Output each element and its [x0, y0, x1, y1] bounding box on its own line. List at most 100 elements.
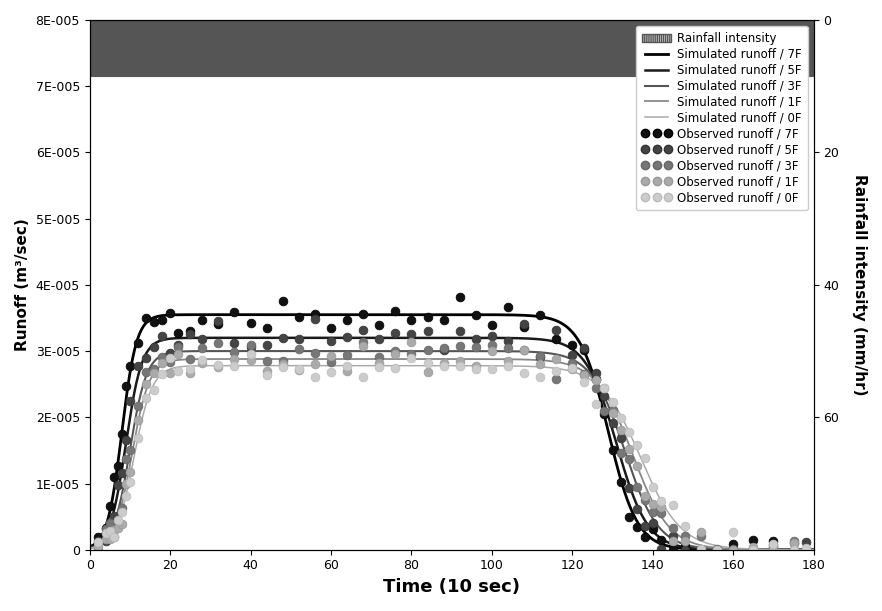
- Point: [501, 356, 515, 365]
- Point: [115, 507, 129, 517]
- Point: [292, 365, 306, 375]
- Point: [437, 345, 451, 354]
- Point: [183, 368, 198, 378]
- Point: [533, 310, 547, 320]
- Bar: [90, 20, 813, 76]
- Point: [138, 353, 153, 362]
- Point: [147, 368, 161, 378]
- Point: [517, 345, 531, 354]
- Point: [111, 481, 125, 491]
- Point: [259, 323, 273, 333]
- Point: [372, 334, 386, 343]
- Point: [155, 331, 169, 341]
- Point: [340, 361, 354, 371]
- Point: [654, 496, 668, 506]
- Point: [646, 482, 660, 492]
- Point: [597, 409, 611, 419]
- Point: [308, 373, 322, 382]
- Y-axis label: Runoff (m³/sec): Runoff (m³/sec): [15, 219, 30, 351]
- Point: [452, 356, 467, 366]
- Point: [163, 348, 177, 357]
- Point: [91, 536, 105, 546]
- Point: [746, 545, 760, 555]
- Point: [102, 518, 116, 528]
- Point: [452, 326, 467, 336]
- Point: [115, 469, 129, 478]
- Point: [578, 343, 592, 353]
- Point: [605, 408, 619, 418]
- X-axis label: Time (10 sec): Time (10 sec): [383, 578, 520, 596]
- Point: [597, 383, 611, 393]
- Point: [147, 386, 161, 395]
- Point: [102, 527, 116, 536]
- Point: [171, 365, 185, 375]
- Point: [111, 523, 125, 533]
- Point: [115, 519, 129, 529]
- Point: [119, 434, 133, 444]
- Point: [787, 545, 801, 555]
- Point: [452, 361, 467, 371]
- Point: [622, 483, 636, 493]
- Point: [726, 527, 740, 537]
- Point: [183, 329, 198, 338]
- Point: [578, 345, 592, 354]
- Point: [259, 340, 273, 350]
- Point: [678, 521, 692, 531]
- Point: [622, 427, 636, 437]
- Point: [638, 532, 652, 541]
- Point: [212, 316, 226, 326]
- Point: [654, 544, 668, 554]
- Point: [787, 545, 801, 555]
- Point: [746, 545, 760, 555]
- Point: [694, 544, 708, 554]
- Point: [485, 346, 499, 356]
- Point: [605, 445, 619, 455]
- Point: [276, 356, 290, 365]
- Point: [404, 349, 418, 359]
- Point: [372, 362, 386, 371]
- Point: [726, 544, 740, 554]
- Point: [622, 512, 636, 522]
- Point: [501, 302, 515, 312]
- Point: [646, 507, 660, 516]
- Point: [614, 433, 628, 443]
- Point: [565, 357, 579, 367]
- Point: [597, 383, 611, 393]
- Point: [798, 545, 812, 555]
- Point: [212, 338, 226, 348]
- Point: [726, 545, 740, 555]
- Point: [517, 322, 531, 332]
- Point: [638, 496, 652, 505]
- Point: [276, 333, 290, 343]
- Point: [99, 524, 113, 533]
- Point: [388, 328, 402, 338]
- Point: [276, 296, 290, 306]
- Point: [138, 379, 153, 389]
- Point: [421, 312, 435, 322]
- Point: [565, 350, 579, 360]
- Point: [340, 315, 354, 324]
- Point: [622, 454, 636, 464]
- Point: [666, 531, 680, 541]
- Point: [468, 334, 482, 344]
- Point: [646, 499, 660, 509]
- Point: [421, 326, 435, 335]
- Point: [710, 544, 724, 554]
- Point: [183, 364, 198, 374]
- Point: [243, 340, 258, 349]
- Point: [111, 519, 125, 529]
- Point: [388, 363, 402, 373]
- Point: [102, 523, 116, 533]
- Point: [131, 434, 145, 444]
- Y-axis label: Rainfall intensity (mm/hr): Rainfall intensity (mm/hr): [852, 174, 867, 395]
- Point: [421, 359, 435, 368]
- Point: [549, 366, 564, 376]
- Point: [115, 430, 129, 439]
- Point: [578, 370, 592, 380]
- Point: [340, 350, 354, 360]
- Point: [372, 321, 386, 331]
- Point: [99, 534, 113, 544]
- Point: [578, 377, 592, 387]
- Point: [388, 346, 402, 356]
- Point: [404, 329, 418, 339]
